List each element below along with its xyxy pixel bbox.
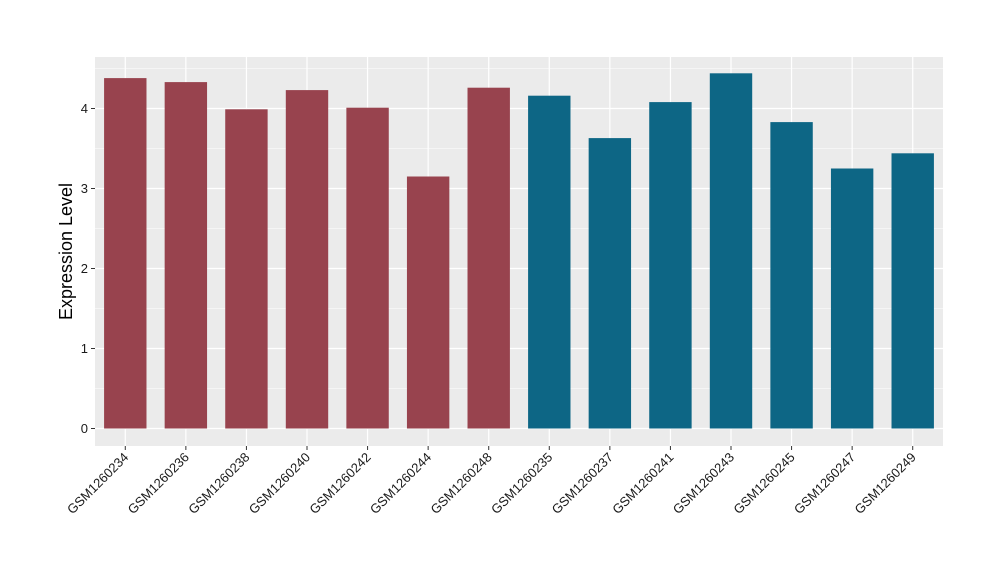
- y-tick-label: 3: [81, 181, 88, 196]
- bar-GSM1260243: [709, 73, 753, 429]
- x-tick-label: GSM1260238: [185, 450, 252, 517]
- y-axis-title: Expression Level: [56, 183, 76, 320]
- y-axis: 0 1 2 3 4: [81, 101, 95, 436]
- bar-GSM1260237: [588, 138, 632, 429]
- bar-GSM1260249: [891, 153, 934, 429]
- plot-panel: [95, 57, 943, 446]
- bars-group: [104, 73, 934, 429]
- y-tick-label: 0: [81, 421, 88, 436]
- y-tick-label: 1: [81, 341, 88, 356]
- bar-GSM1260238: [225, 109, 268, 429]
- bar-GSM1260247: [830, 168, 874, 429]
- y-tick-label: 2: [81, 261, 88, 276]
- y-tick-label: 4: [81, 101, 88, 116]
- bar-GSM1260245: [770, 122, 813, 429]
- bar-GSM1260244: [406, 176, 450, 429]
- x-tick-label: GSM1260234: [64, 450, 131, 517]
- x-tick-label: GSM1260247: [791, 450, 858, 517]
- x-tick-label: GSM1260241: [609, 450, 676, 517]
- x-tick-label: GSM1260237: [549, 450, 616, 517]
- x-tick-label: GSM1260235: [488, 450, 555, 517]
- bar-GSM1260240: [285, 90, 329, 429]
- x-tick-label: GSM1260242: [306, 450, 373, 517]
- bar-GSM1260241: [649, 102, 692, 429]
- x-tick-label: GSM1260240: [246, 450, 313, 517]
- bar-GSM1260234: [104, 78, 147, 429]
- x-tick-label: GSM1260243: [670, 450, 737, 517]
- x-tick-label: GSM1260245: [730, 450, 797, 517]
- bar-GSM1260236: [164, 82, 208, 429]
- bar-GSM1260235: [528, 95, 571, 429]
- x-tick-label: GSM1260244: [367, 450, 434, 517]
- bar-GSM1260242: [346, 107, 389, 429]
- x-tick-label: GSM1260236: [125, 450, 192, 517]
- x-axis: GSM1260234GSM1260236GSM1260238GSM1260240…: [64, 446, 919, 517]
- x-tick-label: GSM1260249: [851, 450, 918, 517]
- bar-GSM1260248: [467, 87, 510, 429]
- x-tick-label: GSM1260248: [427, 450, 494, 517]
